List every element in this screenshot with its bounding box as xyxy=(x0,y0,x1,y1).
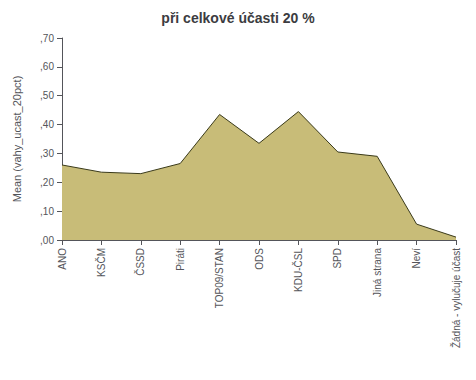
svg-text:,70: ,70 xyxy=(40,33,54,44)
svg-text:,20: ,20 xyxy=(40,177,54,188)
svg-text:SPD: SPD xyxy=(332,248,343,269)
svg-text:ODS: ODS xyxy=(254,248,265,270)
svg-text:Neví: Neví xyxy=(411,248,422,269)
svg-text:ČSSD: ČSSD xyxy=(134,248,146,276)
svg-text:Žádná - vylučuje účast: Žádná - vylučuje účast xyxy=(450,248,462,348)
svg-text:,50: ,50 xyxy=(40,90,54,101)
svg-text:Mean (vahy_ucast_20pct): Mean (vahy_ucast_20pct) xyxy=(11,76,23,203)
svg-text:,40: ,40 xyxy=(40,119,54,130)
svg-text:ANO: ANO xyxy=(57,248,68,270)
svg-text:,00: ,00 xyxy=(40,235,54,246)
svg-text:při celkové účasti 20 %: při celkové účasti 20 % xyxy=(161,10,315,26)
svg-text:,30: ,30 xyxy=(40,148,54,159)
svg-text:,60: ,60 xyxy=(40,61,54,72)
svg-text:TOP09/STAN: TOP09/STAN xyxy=(214,248,225,308)
svg-text:,10: ,10 xyxy=(40,206,54,217)
svg-text:Piráti: Piráti xyxy=(175,248,186,271)
svg-text:KSČM: KSČM xyxy=(95,248,107,277)
svg-text:Jiná strana: Jiná strana xyxy=(372,248,383,297)
svg-text:KDU-ČSL: KDU-ČSL xyxy=(292,248,304,292)
